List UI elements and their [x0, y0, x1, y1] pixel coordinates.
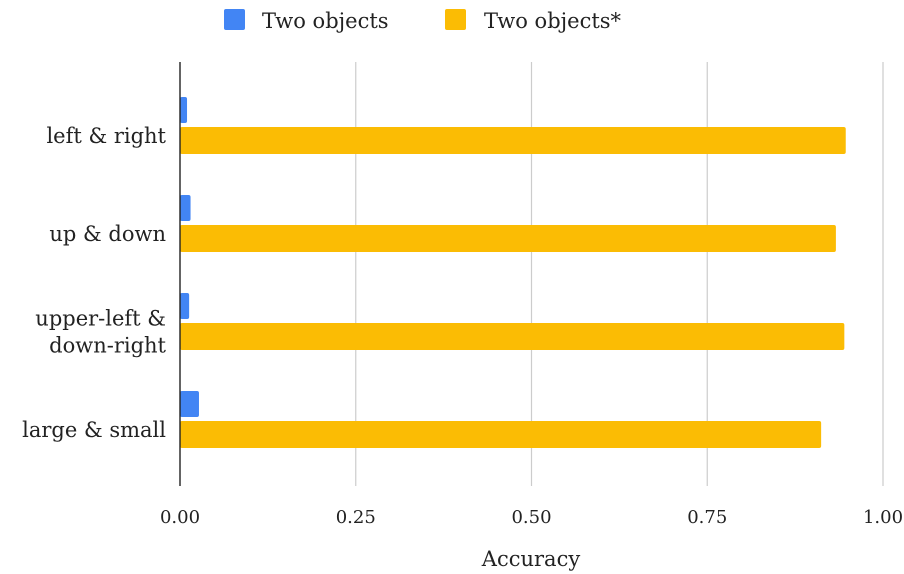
- legend-swatch: [224, 9, 245, 30]
- category-label: large & small: [22, 418, 166, 442]
- bar-two-objects-star: [180, 225, 836, 252]
- category-label: upper-left &: [35, 307, 166, 331]
- legend-label: Two objects*: [484, 9, 622, 33]
- category-labels: left & right up & down upper-left & down-ri…: [22, 124, 166, 442]
- bar-two-objects: [180, 195, 191, 221]
- bars: [180, 97, 846, 448]
- bar-two-objects-star: [180, 323, 845, 350]
- category-label: down-right: [49, 334, 166, 358]
- x-axis-title: Accuracy: [481, 547, 581, 571]
- x-tick-label: 0.75: [687, 507, 727, 528]
- x-tick-label: 0.00: [160, 507, 200, 528]
- bar-two-objects: [180, 391, 199, 417]
- bar-two-objects-star: [180, 127, 846, 154]
- bar-two-objects: [180, 97, 188, 123]
- x-tick-label: 0.50: [511, 507, 551, 528]
- x-tick-label: 0.25: [336, 507, 376, 528]
- bar-two-objects-star: [180, 421, 822, 448]
- legend-swatch: [445, 9, 466, 30]
- legend: Two objects Two objects*: [224, 9, 622, 33]
- category-label: up & down: [49, 222, 166, 246]
- bar-two-objects: [180, 293, 190, 319]
- x-tick-label: 1.00: [863, 507, 903, 528]
- legend-label: Two objects: [262, 9, 389, 33]
- x-tick-labels: 0.00 0.25 0.50 0.75 1.00: [160, 507, 903, 528]
- category-label: left & right: [46, 124, 166, 148]
